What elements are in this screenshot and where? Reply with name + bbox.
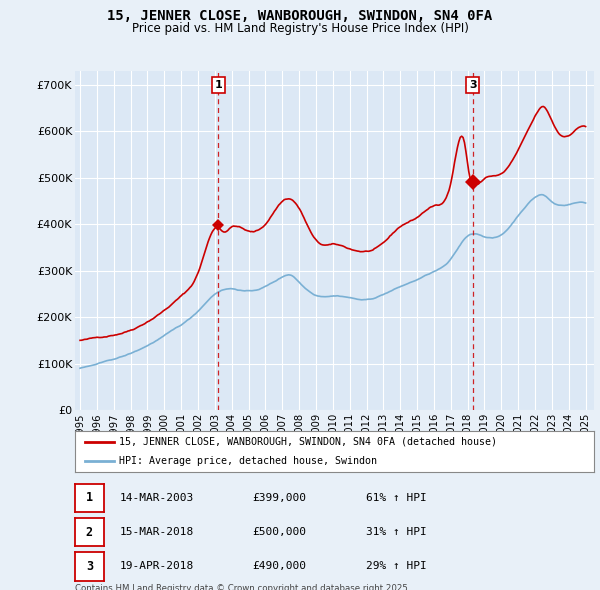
Text: 14-MAR-2003: 14-MAR-2003 [120,493,194,503]
Text: 15, JENNER CLOSE, WANBOROUGH, SWINDON, SN4 0FA (detached house): 15, JENNER CLOSE, WANBOROUGH, SWINDON, S… [119,437,497,447]
Text: £399,000: £399,000 [252,493,306,503]
Text: 3: 3 [469,80,476,90]
Text: 1: 1 [214,80,222,90]
Text: 2: 2 [86,526,93,539]
Text: 61% ↑ HPI: 61% ↑ HPI [366,493,427,503]
Text: 31% ↑ HPI: 31% ↑ HPI [366,527,427,537]
Text: 3: 3 [86,560,93,573]
Text: HPI: Average price, detached house, Swindon: HPI: Average price, detached house, Swin… [119,456,377,466]
Text: £490,000: £490,000 [252,562,306,571]
Text: 29% ↑ HPI: 29% ↑ HPI [366,562,427,571]
Text: Price paid vs. HM Land Registry's House Price Index (HPI): Price paid vs. HM Land Registry's House … [131,22,469,35]
Text: 15, JENNER CLOSE, WANBOROUGH, SWINDON, SN4 0FA: 15, JENNER CLOSE, WANBOROUGH, SWINDON, S… [107,9,493,23]
Text: 1: 1 [86,491,93,504]
Text: 15-MAR-2018: 15-MAR-2018 [120,527,194,537]
Text: 19-APR-2018: 19-APR-2018 [120,562,194,571]
Text: Contains HM Land Registry data © Crown copyright and database right 2025.
This d: Contains HM Land Registry data © Crown c… [75,584,410,590]
Text: £500,000: £500,000 [252,527,306,537]
